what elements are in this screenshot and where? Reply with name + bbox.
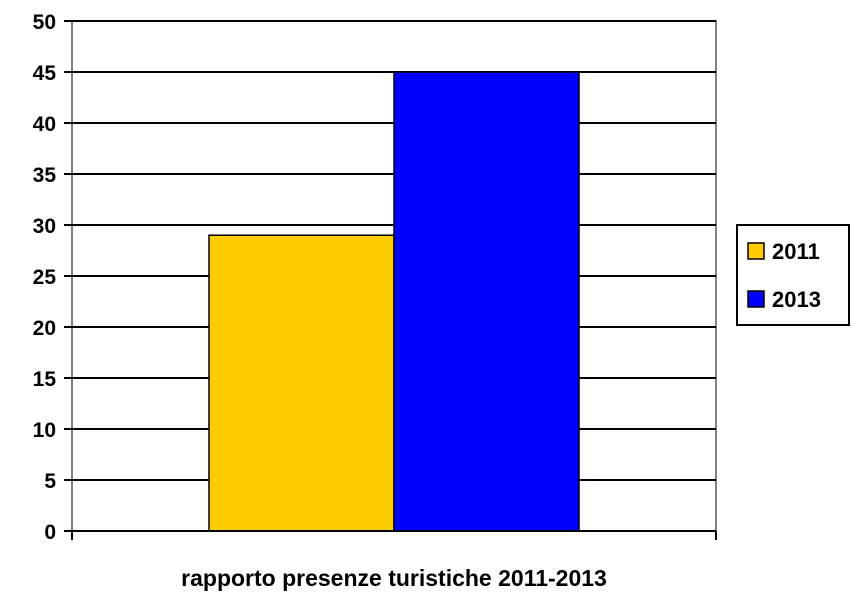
y-tick-label: 35	[33, 164, 57, 187]
legend-swatch-2013	[747, 290, 765, 308]
y-tick-label: 45	[33, 62, 57, 85]
legend-label-2011: 2011	[772, 239, 820, 264]
y-tick-label: 50	[33, 11, 56, 34]
legend: 2011 2013	[736, 224, 850, 326]
y-tick-label: 20	[33, 317, 56, 340]
bar-2013	[393, 71, 580, 532]
legend-box	[736, 224, 850, 326]
y-tick-label: 0	[44, 521, 56, 544]
legend-label-2013: 2013	[772, 287, 821, 312]
bar-2011	[208, 234, 395, 532]
y-tick-label: 30	[33, 215, 56, 238]
x-axis-label: rapporto presenze turistiche 2011-2013	[181, 565, 607, 591]
gridlines	[64, 20, 716, 481]
y-tick-label: 15	[33, 368, 57, 391]
y-tick-label: 5	[44, 470, 56, 493]
y-tick-label: 10	[33, 419, 56, 442]
y-axis-ticks: 0 5 10 15 20 25 30 35 40 45 50	[33, 11, 57, 544]
legend-swatch-2011	[747, 242, 765, 260]
y-tick-label: 40	[33, 113, 56, 136]
y-tick-label: 25	[33, 266, 57, 289]
